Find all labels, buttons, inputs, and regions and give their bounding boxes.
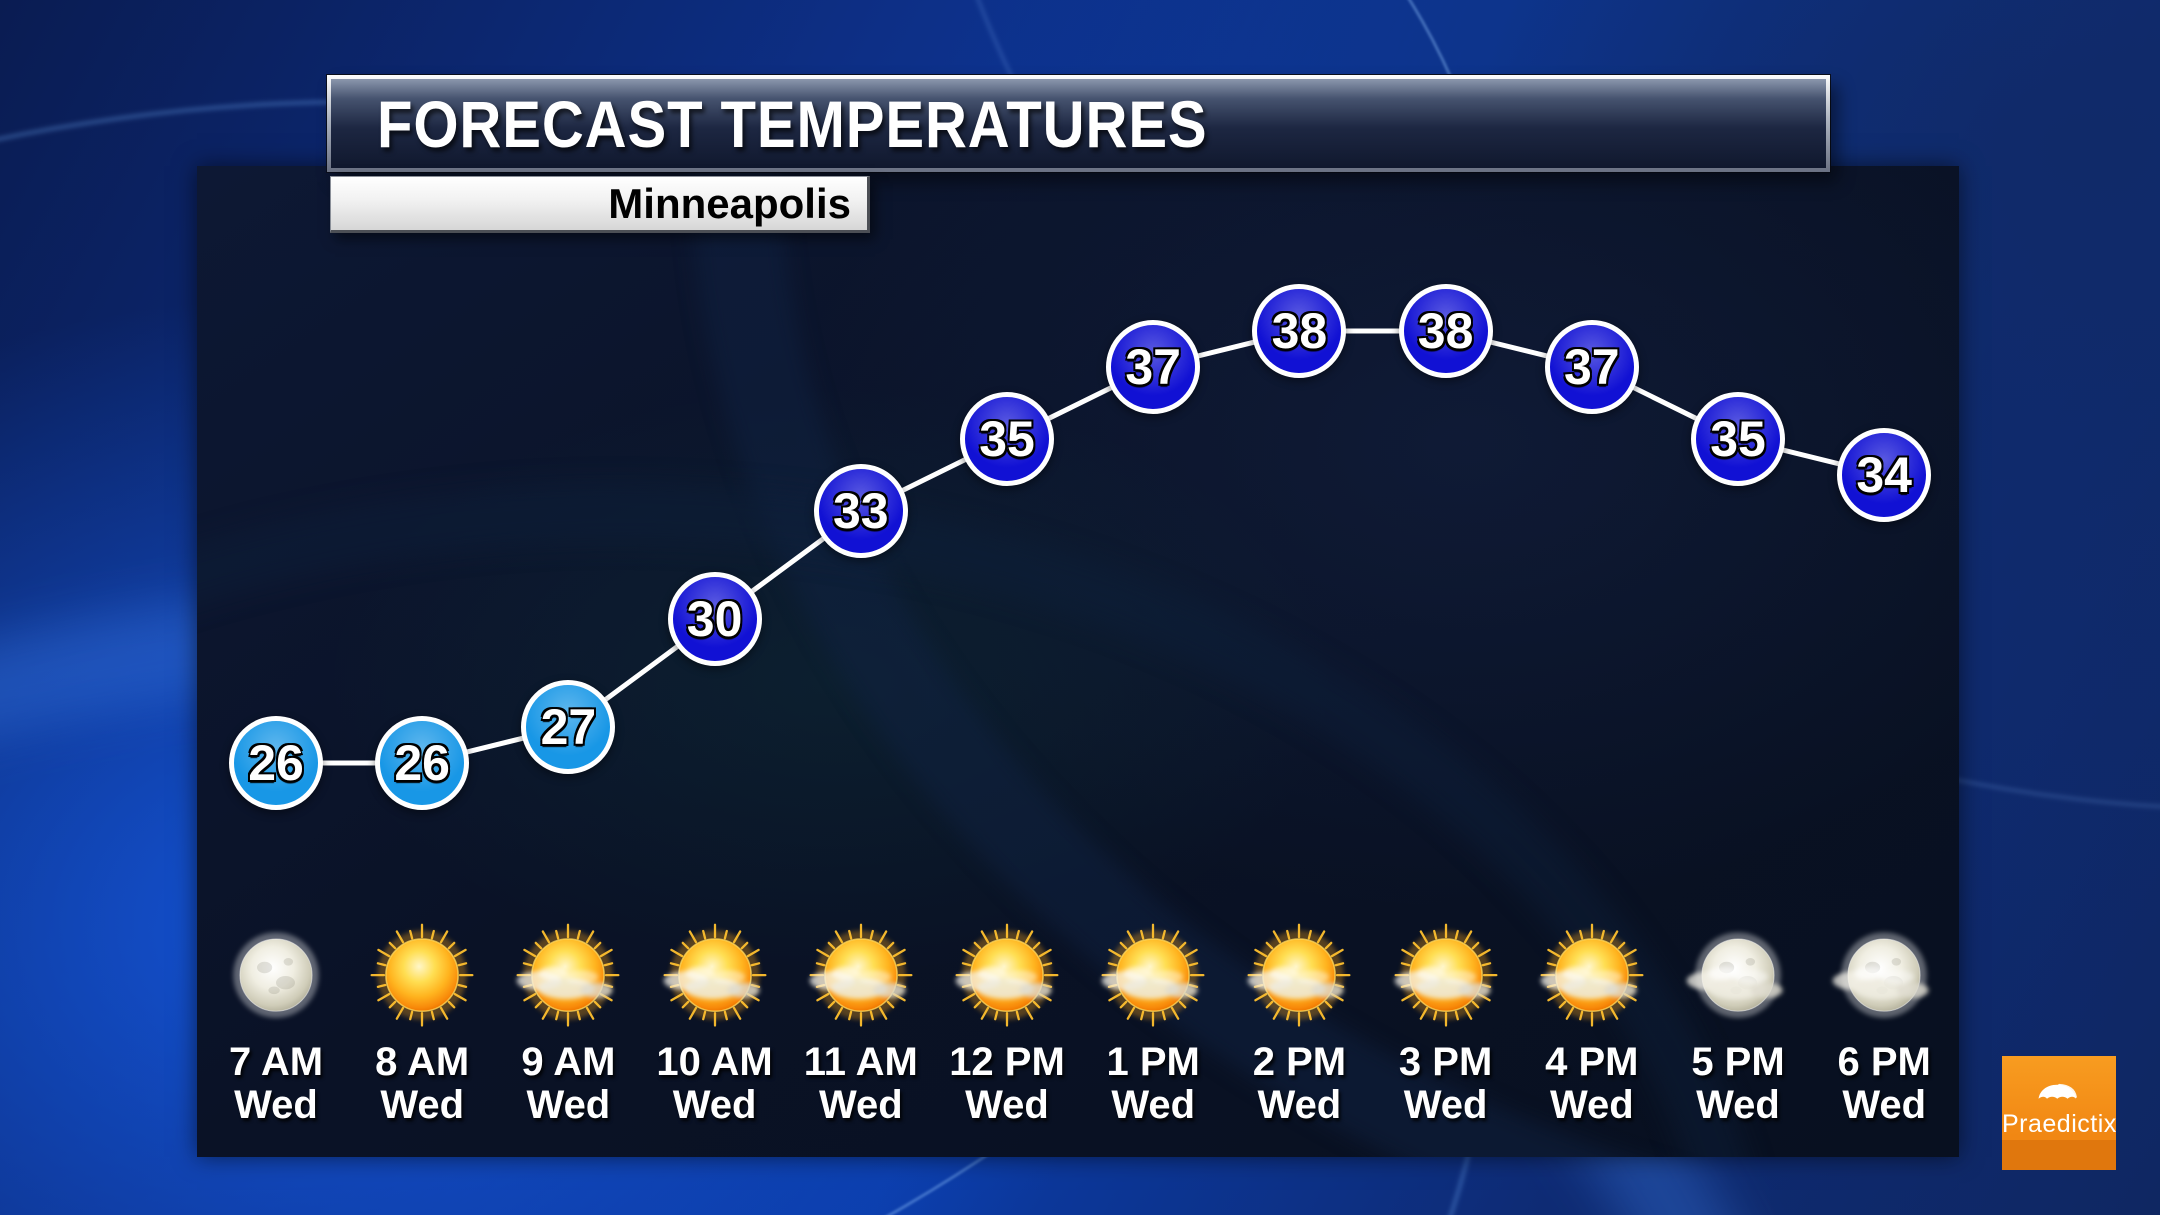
time-text: 6 PM bbox=[1837, 1040, 1931, 1084]
temp-value: 37 bbox=[1125, 339, 1181, 395]
temp-value: 33 bbox=[832, 483, 889, 539]
day-text: Wed bbox=[1549, 1083, 1634, 1127]
day-text: Wed bbox=[818, 1083, 903, 1127]
logo-accent-strip bbox=[2002, 1140, 2116, 1170]
time-text: 9 AM bbox=[521, 1040, 616, 1084]
time-text: 8 AM bbox=[375, 1040, 470, 1084]
temp-bubble: 30 bbox=[667, 572, 762, 666]
temp-bubble: 26 bbox=[229, 716, 323, 810]
temp-bubble: 35 bbox=[1691, 392, 1785, 486]
time-label: 3 PM Wed bbox=[1361, 1041, 1531, 1127]
temp-bubble: 37 bbox=[1106, 320, 1201, 414]
time-text: 12 PM bbox=[949, 1040, 1065, 1084]
time-text: 5 PM bbox=[1691, 1040, 1785, 1084]
day-text: Wed bbox=[672, 1083, 757, 1127]
weather-icon-mostly-sunny bbox=[950, 920, 1064, 1034]
weather-icon-mostly-sunny bbox=[1242, 920, 1356, 1034]
time-text: 10 AM bbox=[656, 1040, 773, 1084]
day-text: Wed bbox=[965, 1083, 1049, 1127]
time-label: 10 AM Wed bbox=[630, 1041, 800, 1127]
weather-icon-sunny bbox=[365, 920, 479, 1034]
time-label: 8 AM Wed bbox=[337, 1041, 507, 1127]
location-label: Minneapolis bbox=[608, 179, 851, 227]
day-text: Wed bbox=[380, 1083, 465, 1127]
time-text: 1 PM bbox=[1106, 1040, 1200, 1084]
day-text: Wed bbox=[1403, 1083, 1488, 1127]
day-text: Wed bbox=[1111, 1083, 1196, 1127]
time-label: 7 AM Wed bbox=[191, 1041, 361, 1127]
temp-value: 35 bbox=[1710, 411, 1766, 467]
time-text: 2 PM bbox=[1252, 1040, 1347, 1084]
weather-icon-mostly-sunny bbox=[511, 920, 625, 1034]
time-label: 11 AM Wed bbox=[776, 1041, 946, 1127]
temp-bubble: 37 bbox=[1544, 320, 1639, 414]
weather-icon-mostly-sunny bbox=[1389, 920, 1503, 1034]
day-text: Wed bbox=[1257, 1083, 1342, 1127]
title-banner: FORECAST TEMPERATURES bbox=[327, 75, 1830, 172]
umbrella-icon bbox=[2038, 1083, 2077, 1099]
time-label: 9 AM Wed bbox=[483, 1041, 653, 1127]
weather-icon-partly-cloudy-night bbox=[1827, 920, 1941, 1034]
weather-icon-clear-night bbox=[219, 920, 333, 1034]
temp-bubble: 35 bbox=[960, 392, 1054, 486]
temp-bubble: 26 bbox=[375, 716, 470, 810]
time-text: 3 PM bbox=[1398, 1040, 1493, 1084]
weather-icon-mostly-sunny bbox=[804, 920, 918, 1034]
time-label: 4 PM Wed bbox=[1507, 1041, 1677, 1127]
day-text: Wed bbox=[1842, 1083, 1927, 1127]
time-label: 2 PM Wed bbox=[1214, 1041, 1384, 1127]
weather-icon-partly-cloudy-night bbox=[1681, 920, 1795, 1034]
temp-bubble: 27 bbox=[521, 680, 616, 774]
time-text: 4 PM bbox=[1545, 1040, 1639, 1084]
time-label: 5 PM Wed bbox=[1653, 1041, 1823, 1127]
day-text: Wed bbox=[234, 1083, 318, 1127]
title-banner-inner: FORECAST TEMPERATURES bbox=[331, 79, 1826, 168]
weather-icon-mostly-sunny bbox=[1535, 920, 1649, 1034]
day-text: Wed bbox=[526, 1083, 611, 1127]
time-text: 7 AM bbox=[228, 1040, 324, 1084]
temp-bubble: 34 bbox=[1837, 428, 1932, 522]
weather-icon-mostly-sunny bbox=[658, 920, 772, 1034]
temp-value: 27 bbox=[540, 699, 597, 755]
weather-icon-mostly-sunny bbox=[1096, 920, 1210, 1034]
temp-value: 38 bbox=[1417, 303, 1474, 359]
temp-value: 26 bbox=[248, 735, 304, 791]
day-text: Wed bbox=[1696, 1083, 1780, 1127]
temp-bubble: 33 bbox=[813, 464, 908, 558]
time-label: 1 PM Wed bbox=[1068, 1041, 1238, 1127]
brand-name: Praedictix bbox=[2002, 1110, 2116, 1138]
temp-value: 38 bbox=[1271, 303, 1328, 359]
temp-value: 26 bbox=[394, 735, 450, 791]
temp-value: 30 bbox=[686, 591, 743, 647]
temp-value: 37 bbox=[1563, 339, 1620, 395]
time-text: 11 AM bbox=[803, 1040, 918, 1084]
praedictix-logo: Praedictix bbox=[2002, 1056, 2116, 1170]
temp-bubble: 38 bbox=[1252, 284, 1347, 378]
temp-value: 35 bbox=[979, 411, 1035, 467]
time-label: 12 PM Wed bbox=[922, 1041, 1092, 1127]
page-title: FORECAST TEMPERATURES bbox=[377, 86, 1208, 161]
location-bar: Minneapolis bbox=[330, 176, 870, 233]
temp-value: 34 bbox=[1856, 447, 1912, 503]
time-label: 6 PM Wed bbox=[1799, 1041, 1969, 1127]
temp-bubble: 38 bbox=[1398, 284, 1493, 378]
